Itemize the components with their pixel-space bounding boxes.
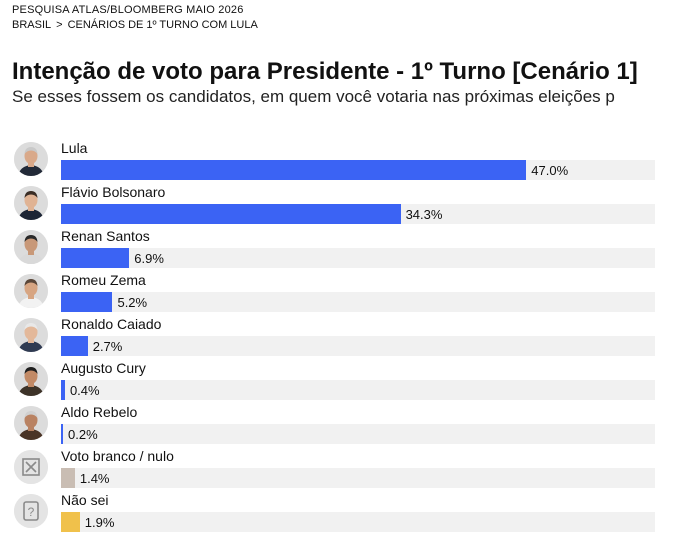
- category-label: Aldo Rebelo: [61, 404, 138, 420]
- bar-track: 47.0%: [61, 160, 655, 180]
- chart-row: Ronaldo Caiado 2.7%: [0, 314, 690, 358]
- value-label: 0.2%: [68, 427, 98, 442]
- value-label: 34.3%: [405, 207, 443, 222]
- category-label: Renan Santos: [61, 228, 150, 244]
- bar: [61, 512, 80, 532]
- bar: [61, 380, 65, 400]
- breadcrumb-link-brasil[interactable]: BRASIL: [12, 19, 52, 31]
- value-label: 2.7%: [92, 339, 123, 354]
- bar: [61, 248, 130, 268]
- breadcrumb-current: CENÁRIOS DE 1º TURNO COM LULA: [67, 19, 258, 31]
- bar: [61, 424, 63, 444]
- svg-text:?: ?: [28, 505, 35, 519]
- photo-romeu-zema-icon: [14, 274, 48, 308]
- photo-aldo-rebelo-icon: [14, 406, 48, 440]
- value-label: 1.9%: [84, 515, 115, 530]
- bar-track: 0.4%: [61, 380, 655, 400]
- bar-track: 1.4%: [61, 468, 655, 488]
- bar-track: 0.2%: [61, 424, 655, 444]
- bar: [61, 204, 401, 224]
- category-label: Flávio Bolsonaro: [61, 184, 166, 200]
- chart-row: Aldo Rebelo 0.2%: [0, 402, 690, 446]
- chart-row: Flávio Bolsonaro 34.3%: [0, 182, 690, 226]
- breadcrumb: BRASIL > CENÁRIOS DE 1º TURNO COM LULA: [12, 19, 258, 31]
- chart-row: Augusto Cury 0.4%: [0, 358, 690, 402]
- category-label: Voto branco / nulo: [61, 448, 174, 464]
- chart-row: ? Não sei 1.9%: [0, 490, 690, 534]
- bar-track: 34.3%: [61, 204, 655, 224]
- bar-track: 1.9%: [61, 512, 655, 532]
- photo-renan-santos-icon: [14, 230, 48, 264]
- value-label: 6.9%: [134, 251, 164, 266]
- value-label: 5.2%: [117, 295, 148, 310]
- category-label: Romeu Zema: [61, 272, 146, 288]
- value-label: 0.4%: [69, 383, 100, 398]
- bar-track: 6.9%: [61, 248, 655, 268]
- bar: [61, 292, 113, 312]
- bar: [61, 160, 527, 180]
- blank-vote-x-icon: [14, 450, 48, 484]
- category-label: Não sei: [61, 492, 109, 508]
- bar-track: 5.2%: [61, 292, 655, 312]
- category-label: Augusto Cury: [61, 360, 146, 376]
- photo-augusto-cury-icon: [14, 362, 48, 396]
- category-label: Ronaldo Caiado: [61, 316, 162, 332]
- chart-row: Renan Santos 6.9%: [0, 226, 690, 270]
- photo-flavio-bolsonaro-icon: [14, 186, 48, 220]
- photo-ronaldo-caiado-icon: [14, 318, 48, 352]
- bar-track: 2.7%: [61, 336, 655, 356]
- category-label: Lula: [61, 140, 88, 156]
- bar: [61, 336, 88, 356]
- chart-subtitle: Se esses fossem os candidatos, em quem v…: [12, 87, 615, 106]
- value-label: 47.0%: [531, 163, 569, 178]
- breadcrumb-separator: >: [56, 19, 63, 31]
- value-label: 1.4%: [79, 471, 110, 486]
- chart-row: Romeu Zema 5.2%: [0, 270, 690, 314]
- question-mark-icon: ?: [14, 494, 48, 528]
- photo-lula-icon: [14, 142, 48, 176]
- chart-row: Lula 47.0%: [0, 138, 690, 182]
- bar: [61, 468, 75, 488]
- chart-row: Voto branco / nulo 1.4%: [0, 446, 690, 490]
- survey-kicker: PESQUISA ATLAS/BLOOMBERG MAIO 2026: [12, 4, 244, 16]
- chart-title: Intenção de voto para Presidente - 1º Tu…: [12, 58, 638, 85]
